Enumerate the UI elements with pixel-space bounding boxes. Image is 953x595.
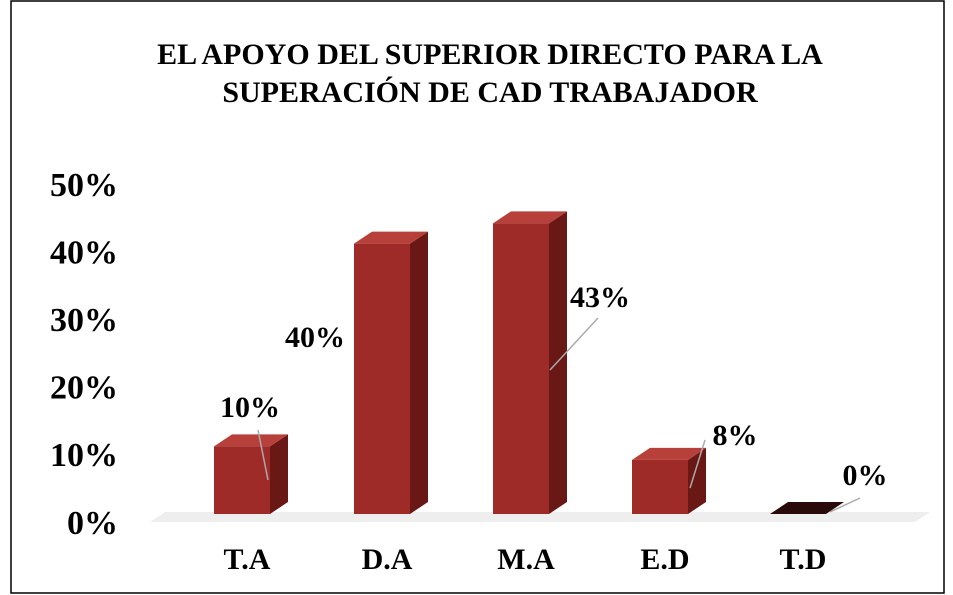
- leader-line: [257, 429, 269, 481]
- bar: [214, 434, 288, 514]
- bar-top: [214, 434, 288, 447]
- y-tick-label: 50%: [50, 167, 118, 204]
- leader-line: [689, 439, 706, 489]
- bar-front: [493, 223, 549, 514]
- bar: [632, 447, 706, 514]
- bar-front: [632, 459, 688, 514]
- chart-border: [10, 0, 945, 594]
- x-tick-label: T.D: [780, 543, 827, 576]
- y-tick-label: 30%: [50, 302, 118, 339]
- y-tick-label: 0%: [67, 505, 118, 542]
- bar-top: [770, 502, 844, 514]
- data-label: 10%: [220, 391, 280, 424]
- leader-line: [549, 317, 599, 371]
- x-tick-label: T.A: [224, 543, 271, 576]
- bar-top: [493, 211, 567, 224]
- y-tick-label: 20%: [50, 370, 118, 407]
- bar: [354, 231, 428, 514]
- data-label: 40%: [285, 321, 345, 354]
- y-tick-label: 40%: [50, 234, 118, 271]
- x-tick-label: M.A: [497, 543, 555, 576]
- bar: [493, 211, 567, 514]
- leader-line: [829, 497, 861, 513]
- bar-front: [214, 446, 270, 514]
- bar-top: [632, 447, 706, 460]
- data-label: 8%: [713, 419, 758, 452]
- bar-side: [688, 447, 706, 514]
- floor: [150, 512, 930, 522]
- bar-side: [549, 211, 567, 514]
- y-tick-label: 10%: [50, 437, 118, 474]
- bar-side: [410, 231, 428, 514]
- data-label: 43%: [570, 281, 630, 314]
- bar-top: [354, 231, 428, 244]
- bar: [770, 502, 844, 514]
- bar-side: [270, 434, 288, 514]
- data-label: 0%: [843, 459, 888, 492]
- x-tick-label: D.A: [362, 543, 413, 576]
- bar-front: [354, 243, 410, 514]
- x-tick-label: E.D: [640, 543, 689, 576]
- chart-title: EL APOYO DEL SUPERIOR DIRECTO PARA LA SU…: [157, 38, 823, 109]
